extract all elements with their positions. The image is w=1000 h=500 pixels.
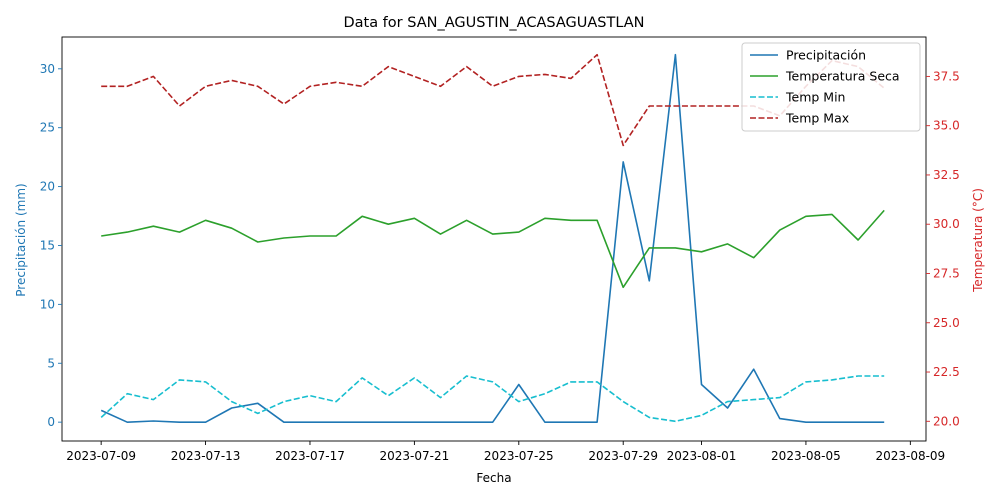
series-line-2 [101, 209, 885, 289]
y-right-tick-label: 20.0 [933, 414, 960, 428]
y-left-tick-label: 15 [40, 238, 55, 252]
legend-label-2: Temperatura Seca [785, 69, 900, 84]
chart-title: Data for SAN_AGUSTIN_ACASAGUASTLAN [343, 15, 644, 31]
x-tick-label: 2023-08-01 [667, 449, 737, 463]
plot-frame [61, 36, 927, 442]
y-right-tick-label: 25.0 [933, 316, 960, 330]
y-right-tick-label: 22.5 [933, 365, 960, 379]
series-line-3 [100, 375, 885, 423]
y-right-tick-label: 27.5 [933, 266, 960, 280]
axes: 2023-07-09 2023-07-13 2023-07-17 2023-07-21… [40, 36, 960, 463]
y-right-tick-label: 35.0 [933, 119, 960, 133]
x-tick-label: 2023-08-09 [875, 449, 945, 463]
legend: Precipitación Temperatura Seca Temp Min Tem… [741, 42, 921, 132]
x-tick-label: 2023-07-29 [588, 449, 658, 463]
y-left-tick-label: 0 [47, 415, 55, 429]
x-axis-label: Fecha [476, 471, 511, 485]
x-tick-label: 2023-07-17 [275, 449, 345, 463]
x-tick-label: 2023-07-21 [380, 449, 450, 463]
legend-label-1: Precipitación [786, 48, 866, 63]
legend-label-3: Temp Min [785, 90, 845, 105]
y-right-tick-label: 32.5 [933, 168, 960, 182]
y-left-tick-label: 10 [40, 297, 55, 311]
y-right-tick-label: 30.0 [933, 217, 960, 231]
legend-label-4: Temp Max [785, 111, 849, 126]
x-tick-label: 2023-07-09 [66, 449, 136, 463]
y-left-tick-label: 30 [40, 62, 55, 76]
y-left-tick-label: 20 [40, 180, 55, 194]
y-axis-left-label: Precipitación (mm) [14, 183, 28, 296]
legend-box [741, 42, 921, 132]
y-left-tick-label: 5 [47, 356, 55, 370]
series-line-1 [100, 53, 885, 424]
y-axis-right-label: Temperatura (°C) [971, 188, 985, 293]
y-left-tick-label: 25 [40, 121, 55, 135]
x-tick-label: 2023-07-13 [171, 449, 241, 463]
x-tick-label: 2023-07-25 [484, 449, 554, 463]
x-tick-label: 2023-08-05 [771, 449, 841, 463]
y-right-tick-label: 37.5 [933, 69, 960, 83]
